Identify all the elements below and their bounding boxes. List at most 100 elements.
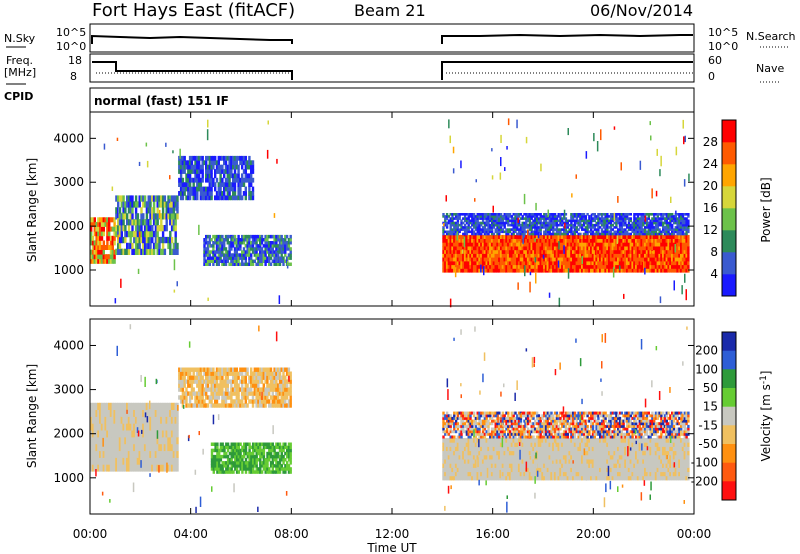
power-echo-cell [590,249,593,254]
power-echo-cell [638,213,641,216]
power-echo-cell [237,191,240,196]
power-echo-cell [444,246,447,251]
power-echo-cell [611,217,614,220]
power-echo-cell [581,253,584,258]
power-echo-cell [656,249,659,254]
power-echo-cell [156,236,159,244]
velocity-echo-cell [91,443,95,452]
velocity-echo-cell [176,464,179,472]
velocity-echo-cell [235,458,239,462]
power-echo-cell [584,228,587,231]
velocity-echo-cell [192,387,195,392]
power-echo-cell [609,219,613,223]
power-echo-cell [525,261,528,266]
power-echo-cell [233,177,237,183]
noise-sky-trace-1 [91,34,293,44]
power-echo-cell [277,238,280,242]
velocity-echo-cell [194,391,197,396]
power-echo-cell [528,221,532,225]
power-echo-cell [568,223,571,227]
velocity-echo-cell [194,395,197,400]
power-echo-cell [544,226,548,229]
power-echo-cell [444,268,447,273]
power-echo-cell [579,253,582,258]
velocity-echo-cell [113,416,116,424]
velocity-echo-cell [102,423,105,431]
power-echo-cell [532,246,535,251]
power-echo-cell [573,261,577,266]
power-echo-cell [278,244,282,248]
power-echo-cell [275,256,278,260]
power-echo-cell [604,257,607,262]
velocity-echo-cell [131,416,134,424]
power-scatter-point [452,146,455,154]
power-echo-cell [152,219,156,226]
power-echo-cell [586,246,589,251]
power-echo-cell [618,221,622,225]
velocity-echo-cell [210,464,214,468]
power-echo-cell [667,221,670,225]
velocity-echo-cell [241,403,244,408]
power-echo-cell [183,186,186,192]
power-echo-cell [136,201,140,208]
velocity-echo-cell [239,387,242,392]
power-echo-cell [499,219,503,223]
velocity-echo-cell [160,450,163,458]
power-echo-cell [514,228,517,231]
power-echo-cell [122,219,125,226]
power-echo-cell [588,215,591,218]
velocity-echo-cell [167,443,170,452]
velocity-echo-cell [230,445,233,450]
power-echo-cell [262,238,265,242]
velocity-echo-cell [205,379,208,384]
power-echo-cell [644,249,647,254]
velocity-echo-cell [226,371,229,376]
velocity-echo-cell [210,391,213,396]
power-echo-cell [230,241,233,245]
velocity-echo-cell [230,458,233,462]
power-echo-cell [653,234,656,239]
power-echo-cell [635,228,638,231]
velocity-echo-cell [223,448,226,453]
velocity-echo-cell [224,383,228,388]
power-echo-cell [160,213,163,220]
power-scatter-point [593,133,595,142]
velocity-echo-cell [143,450,147,458]
power-echo-cell [111,235,114,241]
power-echo-cell [179,169,183,174]
velocity-echo-cell [242,387,246,392]
velocity-echo-cell [230,367,233,372]
power-echo-cell [471,213,474,216]
velocity-echo-cell [206,383,210,388]
velocity-echo-cell [210,451,214,456]
velocity-echo-cell [248,391,251,396]
power-echo-cell [640,261,643,266]
power-echo-cell [154,242,158,250]
power-echo-cell [649,268,652,273]
velocity-echo-cell [160,430,163,438]
power-echo-cell [483,223,487,227]
power-echo-cell [658,238,661,243]
power-echo-cell [284,238,287,242]
power-echo-cell [106,240,109,246]
power-echo-cell [535,249,539,254]
power-echo-cell [525,242,528,247]
velocity-echo-cell [223,464,226,468]
power-echo-cell [595,230,598,234]
power-echo-cell [499,230,503,234]
power-echo-cell [266,250,269,254]
velocity-echo-cell [181,371,185,376]
velocity-echo-cell [205,403,208,408]
power-echo-cell [602,242,605,247]
power-echo-cell [660,246,663,251]
velocity-echo-cell [226,470,230,474]
power-echo-cell [649,261,652,266]
power-echo-cell [523,217,526,220]
velocity-echo-cell [282,399,285,404]
power-echo-cell [277,244,280,248]
power-echo-cell [481,226,485,229]
power-echo-cell [287,247,291,251]
velocity-echo-cell [223,461,226,465]
power-echo-cell [487,215,490,218]
power-echo-cell [548,219,551,223]
